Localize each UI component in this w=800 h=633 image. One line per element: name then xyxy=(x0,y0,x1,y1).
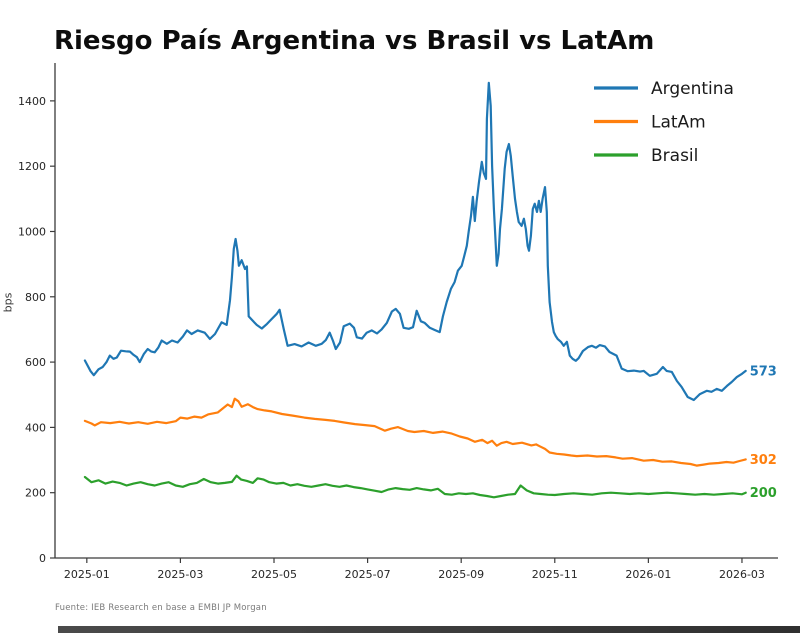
source-note: Fuente: IEB Research en base a EMBI JP M… xyxy=(55,603,267,613)
y-tick-label: 800 xyxy=(25,291,46,304)
end-label-argentina: 573 xyxy=(750,364,777,379)
y-tick-label: 0 xyxy=(39,552,46,565)
y-tick-label: 1400 xyxy=(18,95,46,108)
series-line-latam xyxy=(83,397,747,467)
legend-item-argentina: Argentina xyxy=(594,79,734,99)
x-tick-label: 2025-05 xyxy=(251,568,297,581)
bottom-edge-bar xyxy=(58,626,800,633)
end-label-brasil: 200 xyxy=(750,486,777,501)
x-tick-label: 2025-07 xyxy=(345,568,391,581)
y-tick-label: 1200 xyxy=(18,160,46,173)
legend: Argentina LatAm Brasil xyxy=(594,79,734,166)
x-tick-label: 2025-11 xyxy=(532,568,578,581)
x-tick-label: 2026-01 xyxy=(625,568,671,581)
legend-label-latam: LatAm xyxy=(651,113,706,133)
chart-title: Riesgo País Argentina vs Brasil vs LatAm xyxy=(54,26,655,56)
legend-item-latam: LatAm xyxy=(594,113,706,133)
y-tick-label: 200 xyxy=(25,487,46,500)
y-tick-label: 1000 xyxy=(18,225,46,238)
y-axis-label: bps xyxy=(1,292,15,313)
y-tick-label: 600 xyxy=(25,356,46,369)
legend-item-brasil: Brasil xyxy=(594,146,698,166)
series-line-argentina xyxy=(83,81,747,402)
x-tick-label: 2026-03 xyxy=(719,568,765,581)
x-tick-label: 2025-03 xyxy=(157,568,203,581)
x-tick-label: 2025-01 xyxy=(64,568,110,581)
x-tick-label: 2025-09 xyxy=(438,568,484,581)
series-line-brasil xyxy=(83,474,747,499)
end-label-latam: 302 xyxy=(750,453,777,468)
legend-label-argentina: Argentina xyxy=(651,79,734,99)
legend-label-brasil: Brasil xyxy=(651,146,698,166)
y-tick-label: 400 xyxy=(25,421,46,434)
